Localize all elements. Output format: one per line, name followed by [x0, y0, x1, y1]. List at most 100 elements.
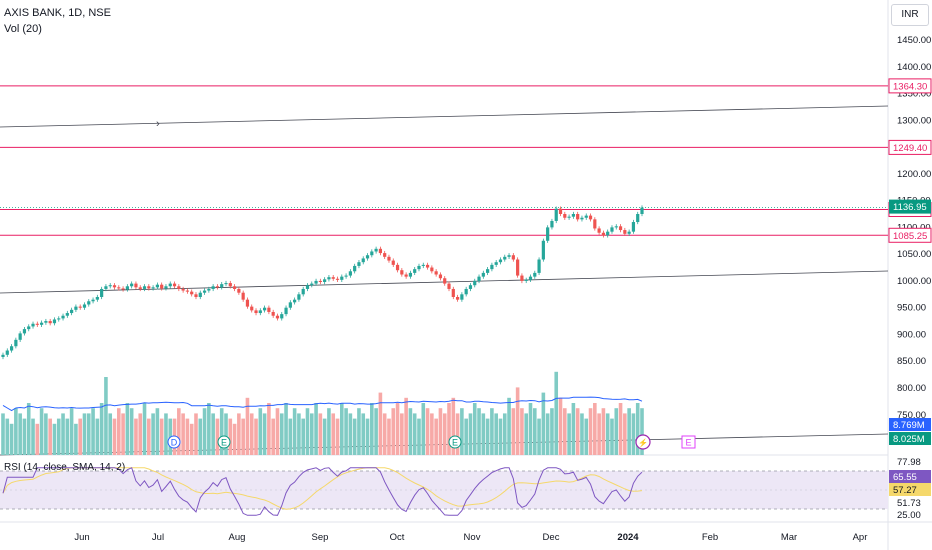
volume-bar — [194, 413, 198, 455]
volume-bar — [14, 408, 18, 455]
volume-bar — [412, 413, 417, 455]
volume-bar — [631, 413, 636, 455]
candle-body — [447, 283, 451, 289]
volume-bar — [237, 413, 241, 455]
candle-body — [357, 262, 361, 266]
volume-bar — [147, 418, 151, 455]
volume-bar — [374, 408, 378, 455]
volume-bar — [597, 413, 601, 455]
volume-bar — [528, 403, 533, 455]
volume-bar — [391, 408, 396, 455]
volume-bar — [468, 413, 473, 455]
candle-body — [95, 296, 99, 300]
candle-body — [374, 248, 378, 252]
candle-body — [117, 287, 121, 289]
candle-body — [631, 222, 636, 232]
split-event-icon[interactable] — [635, 434, 651, 450]
candle-body — [142, 286, 147, 289]
volume-bar — [254, 418, 258, 455]
candle-body — [584, 215, 588, 218]
volume-bar — [511, 408, 516, 455]
rsi-extra-label: 51.73 — [897, 498, 921, 509]
volume-bar — [202, 408, 207, 455]
candle-body — [194, 294, 198, 297]
volume-bar — [129, 408, 134, 455]
candle-body — [597, 228, 601, 233]
candle-body — [14, 339, 18, 347]
trend-line-upper[interactable] — [0, 105, 889, 128]
volume-bar — [138, 413, 143, 455]
volume-bar — [477, 408, 481, 455]
candle-body — [348, 271, 352, 276]
candle-body — [177, 286, 181, 289]
candle-body — [567, 216, 571, 218]
volume-indicator-label[interactable]: Vol (20) — [4, 23, 42, 35]
volume-bar — [400, 413, 404, 455]
symbol-title[interactable]: AXIS BANK, 1D, NSE — [4, 7, 111, 19]
candle-body — [138, 287, 142, 289]
volume-bar — [498, 418, 503, 455]
volume-bar — [447, 403, 451, 455]
candle-body — [571, 214, 575, 217]
candle-body — [52, 319, 57, 324]
candle-body — [112, 285, 117, 288]
volume-bar — [494, 413, 498, 455]
currency-button[interactable]: INR — [891, 4, 929, 26]
candle-body — [327, 277, 331, 280]
volume-bar — [357, 408, 361, 455]
volume-bar — [215, 418, 220, 455]
volume-bar — [314, 403, 318, 455]
volume-bar — [48, 418, 52, 455]
volume-bar — [26, 403, 31, 455]
candle-body — [280, 314, 284, 319]
candle-body — [404, 274, 408, 277]
future-earnings-marker[interactable] — [681, 435, 696, 449]
candle-body — [417, 265, 421, 270]
event-marker[interactable] — [167, 435, 181, 449]
candle-body — [125, 286, 129, 290]
volume-sma-label: 8.025M — [893, 434, 925, 445]
volume-bar — [219, 408, 224, 455]
volume-bar — [279, 413, 284, 455]
candle-body — [121, 288, 125, 290]
candle-body — [130, 283, 134, 287]
volume-bar — [404, 397, 408, 455]
volume-bar — [623, 413, 627, 455]
candle-body — [134, 283, 138, 288]
candle-body — [550, 220, 554, 228]
candle-body — [563, 214, 567, 218]
volume-bar — [69, 408, 74, 455]
candle-body — [215, 286, 220, 288]
volume-bar — [112, 418, 117, 455]
candle-body — [481, 272, 485, 277]
candle-body — [228, 283, 232, 287]
time-axis-label: Mar — [781, 532, 797, 543]
candle-body — [425, 264, 430, 268]
price-tick-label: 950.00 — [897, 303, 926, 314]
time-axis-label: Nov — [464, 532, 481, 543]
event-marker[interactable] — [217, 435, 231, 449]
candle-body — [31, 323, 35, 327]
event-marker-label: E — [452, 438, 458, 448]
candle-body — [464, 288, 468, 295]
volume-bar — [438, 408, 443, 455]
candle-body — [190, 291, 194, 295]
rsi-sma-label: 57.27 — [893, 485, 917, 496]
candle-body — [460, 294, 464, 300]
volume-bar — [571, 403, 576, 455]
time-axis-label: Aug — [229, 532, 246, 543]
volume-bar — [22, 418, 27, 455]
candle-body — [494, 262, 498, 265]
volume-bar — [52, 423, 57, 455]
rsi-indicator-label[interactable]: RSI (14, close, SMA, 14, 2) — [4, 462, 126, 473]
volume-bar — [271, 418, 275, 455]
event-marker-label: D — [171, 438, 178, 448]
volume-bar — [159, 418, 164, 455]
event-marker[interactable] — [448, 435, 462, 449]
candle-body — [627, 231, 631, 234]
volume-bar — [18, 413, 22, 455]
price-tick-label: 1400.00 — [897, 62, 931, 73]
volume-bar — [421, 403, 426, 455]
volume-bar — [224, 413, 228, 455]
